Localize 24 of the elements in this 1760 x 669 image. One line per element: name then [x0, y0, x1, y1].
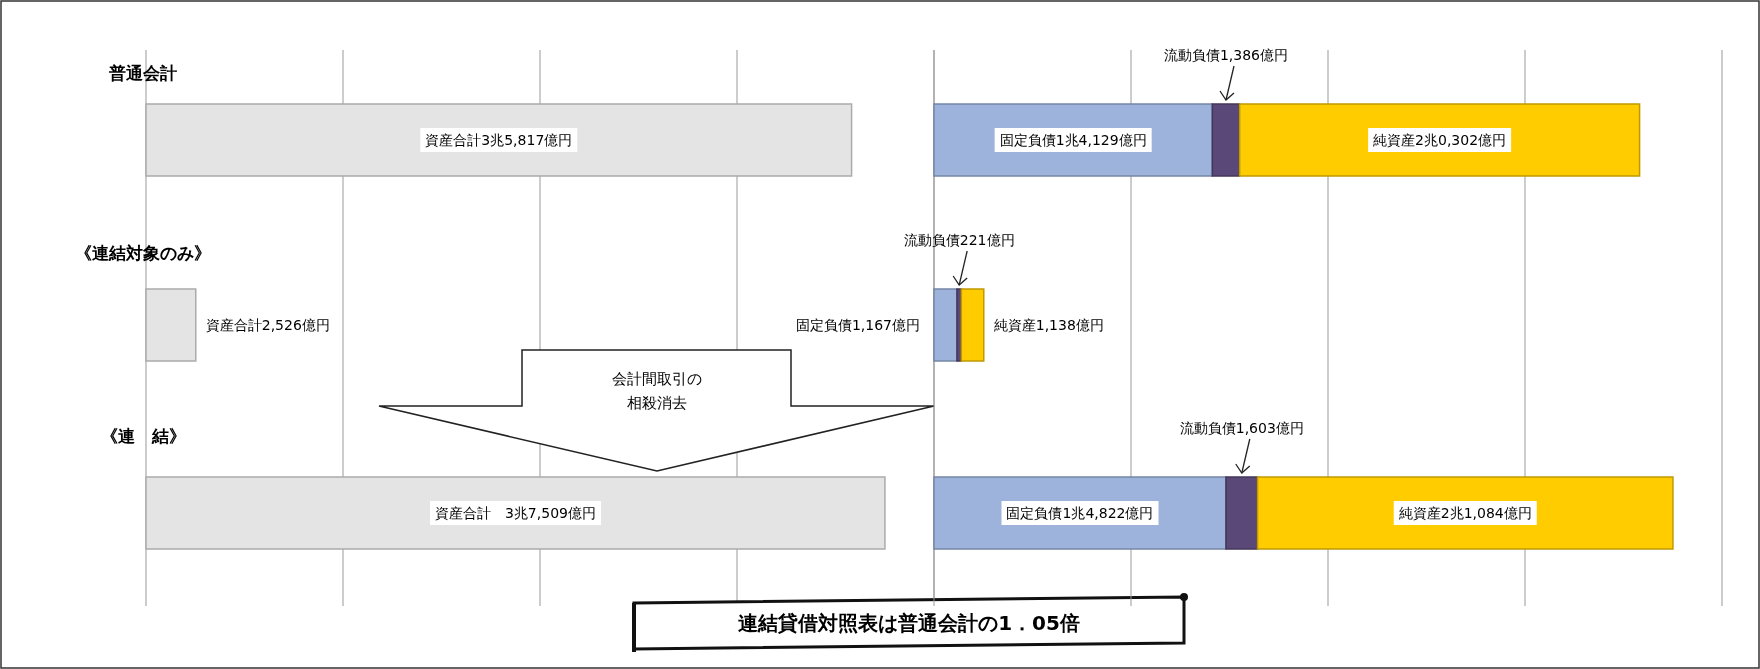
- data-label: 資産合計2,526億円: [205, 317, 330, 333]
- data-label: 流動負債221億円: [903, 232, 1015, 248]
- data-label: 純資産1,138億円: [993, 317, 1104, 333]
- data-label: 純資産2兆0,302億円: [1373, 132, 1507, 148]
- data-label: 固定負債1兆4,129億円: [999, 132, 1147, 148]
- bar: [1225, 476, 1259, 550]
- data-label: 資産合計 3兆7,509億円: [434, 505, 596, 521]
- data-label: 流動負債1,603億円: [1179, 420, 1304, 436]
- y-tick-label: 普通会計: [108, 63, 177, 83]
- annotation: 会計間取引の: [612, 370, 702, 388]
- data-label: 固定負債1兆4,822億円: [1006, 505, 1154, 521]
- data-label: 資産合計3兆5,817億円: [425, 132, 573, 148]
- bar: [1211, 103, 1241, 177]
- y-tick-label: 《連結対象のみ》: [75, 243, 211, 263]
- y-tick-label: 《連 結》: [100, 426, 186, 446]
- bar: [1256, 476, 1674, 550]
- data-label: 純資産2兆1,084億円: [1398, 505, 1532, 521]
- annotation: 相殺消去: [627, 394, 687, 412]
- bar: [1238, 103, 1641, 177]
- data-label: 流動負債1,386億円: [1163, 47, 1289, 63]
- bar: [960, 288, 985, 362]
- bar: [933, 288, 958, 362]
- text: 連結貸借対照表は普通会計の1．05倍: [738, 611, 1080, 635]
- data-label: 固定負債1,167億円: [795, 317, 920, 333]
